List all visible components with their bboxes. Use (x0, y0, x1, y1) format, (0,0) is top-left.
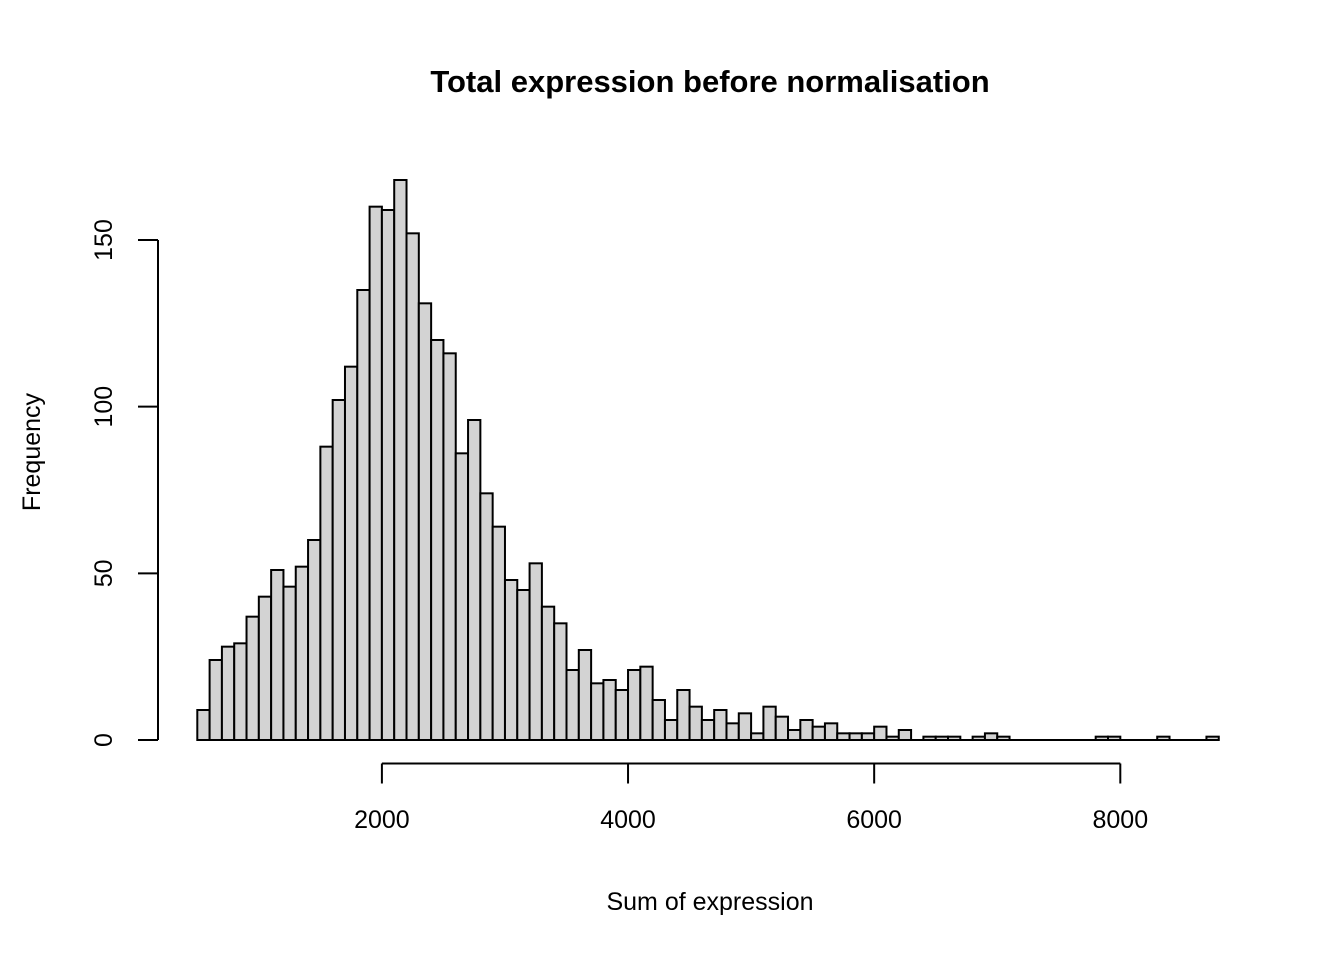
x-tick-label: 4000 (600, 806, 656, 834)
histogram-bar (873, 725, 888, 741)
histogram-bar (503, 579, 519, 741)
histogram-bar (196, 709, 211, 741)
histogram-bar (540, 605, 556, 741)
y-axis-label: Frequency (18, 392, 46, 511)
histogram-bar (627, 669, 642, 741)
histogram-bar (405, 232, 420, 742)
x-tick-label: 6000 (846, 806, 902, 834)
histogram-bar (565, 669, 580, 741)
histogram-bar (639, 665, 654, 741)
histogram-bar (1156, 735, 1171, 741)
histogram-bars (196, 179, 1220, 742)
x-axis-label: Sum of expression (606, 888, 813, 916)
histogram-bar (430, 339, 445, 741)
histogram-bar (774, 715, 790, 741)
histogram-bar (442, 352, 457, 741)
histogram-bar (848, 732, 863, 742)
histogram-bar (220, 645, 236, 741)
histogram-bar (676, 689, 691, 741)
histogram-bar (1107, 735, 1122, 741)
histogram-bar (996, 735, 1011, 741)
histogram-bar (922, 735, 937, 741)
histogram-bar (270, 569, 285, 741)
histogram-bar (454, 452, 470, 741)
histogram-bar (208, 659, 223, 741)
histogram-bar (885, 735, 900, 741)
histogram-bar (602, 679, 617, 741)
histogram-bar (823, 722, 839, 742)
histogram-bar (516, 589, 531, 741)
histogram-bar (1205, 735, 1220, 741)
histogram-bar (700, 719, 716, 741)
histogram-bar (1094, 735, 1109, 741)
histogram-bar (368, 205, 383, 742)
histogram-bar (737, 712, 753, 742)
histogram-bar (762, 705, 777, 741)
histogram-bar (528, 562, 543, 742)
histogram-bar (233, 642, 248, 742)
histogram-bar (860, 732, 876, 742)
histogram-bar (393, 179, 408, 741)
histogram-bar (553, 622, 568, 742)
histogram-bar (319, 445, 334, 741)
histogram-bar (836, 732, 851, 742)
histogram-bar (725, 722, 740, 742)
x-tick-label: 2000 (354, 806, 410, 834)
histogram-bar (934, 735, 950, 741)
histogram-bar (651, 699, 666, 741)
chart-title: Total expression before normalisation (430, 64, 989, 99)
y-tick-label: 50 (90, 559, 118, 587)
histogram-bar (577, 649, 593, 741)
histogram-bar (417, 302, 433, 741)
x-axis: 2000 4000 6000 8000 (354, 762, 1148, 834)
histogram-bar (307, 539, 322, 741)
histogram-bar (897, 729, 913, 741)
histogram-bar (294, 565, 310, 741)
histogram-bar (479, 492, 494, 741)
y-tick-label: 150 (90, 219, 118, 261)
histogram-bar (282, 585, 297, 741)
histogram-bar (614, 689, 630, 741)
y-axis: 0 50 100 150 (90, 219, 159, 747)
y-tick-label: 100 (90, 386, 118, 428)
histogram-bar (356, 289, 371, 741)
histogram-bar (491, 525, 506, 741)
histogram-bar (380, 209, 396, 741)
histogram-bar (467, 419, 482, 741)
y-tick-label: 0 (90, 733, 118, 747)
histogram-bar (713, 709, 728, 741)
histogram-bar (983, 732, 999, 742)
histogram-bar (257, 595, 273, 741)
histogram-bar (688, 705, 703, 741)
histogram-bar (331, 399, 346, 741)
histogram-bar (947, 735, 962, 741)
histogram-bar (663, 719, 679, 741)
histogram-bar (590, 682, 605, 742)
histogram-bar (971, 735, 986, 741)
histogram-bar (811, 725, 826, 741)
histogram-bar (245, 615, 260, 741)
histogram-bar (750, 732, 765, 742)
histogram-bar (787, 729, 802, 741)
histogram-bar (799, 719, 814, 741)
histogram-bar (343, 365, 359, 741)
x-tick-label: 8000 (1092, 806, 1148, 834)
